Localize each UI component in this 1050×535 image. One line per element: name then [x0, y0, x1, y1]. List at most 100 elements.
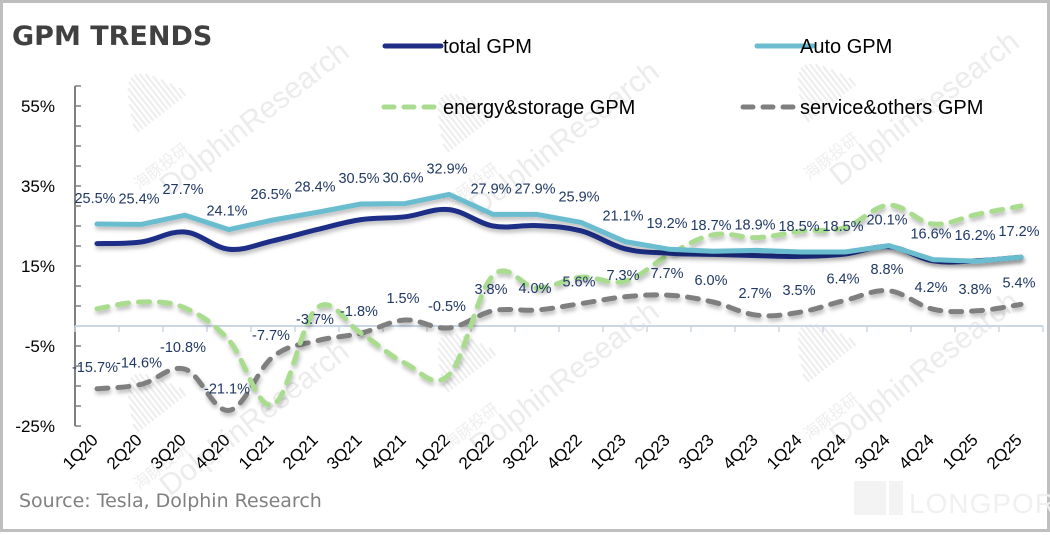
x-tick-label: 2Q23 [631, 430, 674, 473]
data-label-auto: 17.2% [998, 224, 1039, 240]
data-labels: 25.5% 25.4%27.7%24.1%26.5% 28.4%30.5% 30.6%… [72, 161, 1040, 397]
data-label-auto: 18.9% [734, 217, 775, 233]
data-label-service: -1.8% [340, 304, 378, 320]
legend-item-energy: energy&storage GPM [381, 97, 635, 119]
data-label-auto: 25.5% [74, 191, 115, 207]
watermark-bar-icon [442, 143, 451, 153]
x-tick-label: 4Q22 [543, 430, 586, 473]
watermark-bar-icon [132, 123, 141, 133]
watermark-bar-icon [440, 133, 454, 150]
watermark-bar-icon [797, 85, 821, 115]
watermark-bar-icon [437, 347, 465, 382]
watermark-bar-icon [797, 337, 825, 372]
y-axis: 55% 35% 15% -5% -25% [15, 85, 81, 436]
watermark-bar-icon [462, 95, 486, 125]
x-tick-label: 2Q20 [103, 430, 146, 473]
watermark-bar-icon [830, 328, 850, 352]
data-label-auto: 16.6% [910, 227, 951, 243]
source-note: Source: Tesla, Dolphin Research [19, 490, 322, 512]
watermark-bar-icon [443, 94, 475, 134]
watermark-bar-icon [798, 93, 818, 117]
legend: total GPM Auto GPM energy&storage GPM se… [381, 36, 983, 119]
watermark-bar-icon [127, 95, 151, 125]
watermark-bar-icon [479, 102, 493, 120]
series-layer [94, 191, 1024, 413]
watermark-bar-icon [488, 347, 497, 357]
watermark-bar-icon [169, 82, 183, 100]
data-label-auto: 19.2% [646, 216, 687, 232]
watermark-bar-icon [800, 103, 814, 120]
watermark-bar-icon [830, 68, 850, 92]
watermark-bar-icon [144, 373, 173, 408]
watermark-bar-icon [797, 345, 821, 375]
watermark-bar-icon [127, 395, 151, 425]
watermark-bar-icon [800, 66, 832, 106]
watermark-bar-icon [128, 403, 148, 427]
data-label-auto: 18.5% [778, 219, 819, 235]
watermark-bar-icon [800, 363, 814, 380]
x-tick-label: 3Q23 [675, 430, 718, 473]
legend-item-auto: Auto GPM [754, 36, 892, 58]
watermark-bar-icon [440, 96, 472, 136]
data-label-service: 2.7% [738, 286, 771, 302]
watermark-bar-icon [470, 338, 490, 362]
watermark-bar-icon [130, 413, 144, 430]
watermark-bar-icon [797, 77, 825, 112]
watermark-bar-icon [848, 337, 857, 347]
data-label-service: 4.2% [914, 280, 947, 296]
series-line-auto [94, 191, 1024, 264]
data-label-auto: 25.4% [118, 191, 159, 207]
data-label-auto: 20.1% [866, 213, 907, 229]
legend-label-energy: energy&storage GPM [443, 97, 635, 119]
x-tick-label: 1Q25 [939, 430, 982, 473]
watermark-bar-icon [803, 324, 835, 364]
watermark-bar-icon [839, 332, 853, 350]
watermark-bar-icon [798, 353, 818, 377]
legend-item-service: service&others GPM [740, 97, 983, 119]
x-tick-label: 4Q24 [895, 430, 938, 473]
watermark-bar-icon [802, 373, 811, 383]
y-tick-label: -5% [25, 337, 55, 356]
longport-logo-icon-part [889, 481, 903, 515]
watermark-bar-icon [437, 107, 465, 142]
watermark-bar-icon [152, 75, 176, 105]
watermark-bar-icon [798, 331, 828, 369]
watermark-bar-icon [127, 87, 155, 122]
x-tick-label: 1Q24 [763, 430, 806, 473]
data-label-service: 3.8% [474, 282, 507, 298]
watermark-bar-icon [839, 72, 853, 90]
data-label-auto: 27.7% [162, 182, 203, 198]
data-label-service: -21.1% [204, 381, 250, 397]
legend-label-auto: Auto GPM [800, 36, 892, 58]
data-label-service: 6.0% [694, 273, 727, 289]
watermark-bar-icon [798, 71, 828, 109]
legend-label-total: total GPM [443, 36, 532, 58]
x-tick-label: 1Q23 [587, 430, 630, 473]
watermark-bar-icon [133, 74, 165, 114]
data-label-service: 1.5% [386, 291, 419, 307]
data-label-service: 4.0% [518, 281, 551, 297]
watermark-bar-icon [438, 101, 468, 139]
watermark-bar-icon [128, 81, 158, 119]
watermark-bar-icon [130, 113, 144, 130]
data-label-auto: 24.1% [206, 204, 247, 220]
data-label-service: 3.8% [958, 282, 991, 298]
watermark-bar-icon [440, 336, 472, 376]
watermark-bar-icon [822, 325, 846, 355]
watermark-bar-icon [128, 103, 148, 127]
y-tick-label: 35% [21, 177, 55, 196]
watermark-bar-icon [437, 355, 461, 385]
watermark-bar-icon [437, 115, 461, 145]
watermark-bar-icon [178, 387, 187, 397]
watermark-bar-icon [470, 98, 490, 122]
data-label-service: 6.4% [826, 271, 859, 287]
watermark-bar-icon [802, 113, 811, 123]
series-line-service [94, 288, 1024, 413]
watermark-bar-icon [822, 65, 846, 95]
watermark-bar-icon [803, 64, 835, 104]
watermark-bar-icon [169, 382, 183, 400]
watermark-bar-icon [130, 76, 162, 116]
data-label-auto: 21.1% [602, 209, 643, 225]
